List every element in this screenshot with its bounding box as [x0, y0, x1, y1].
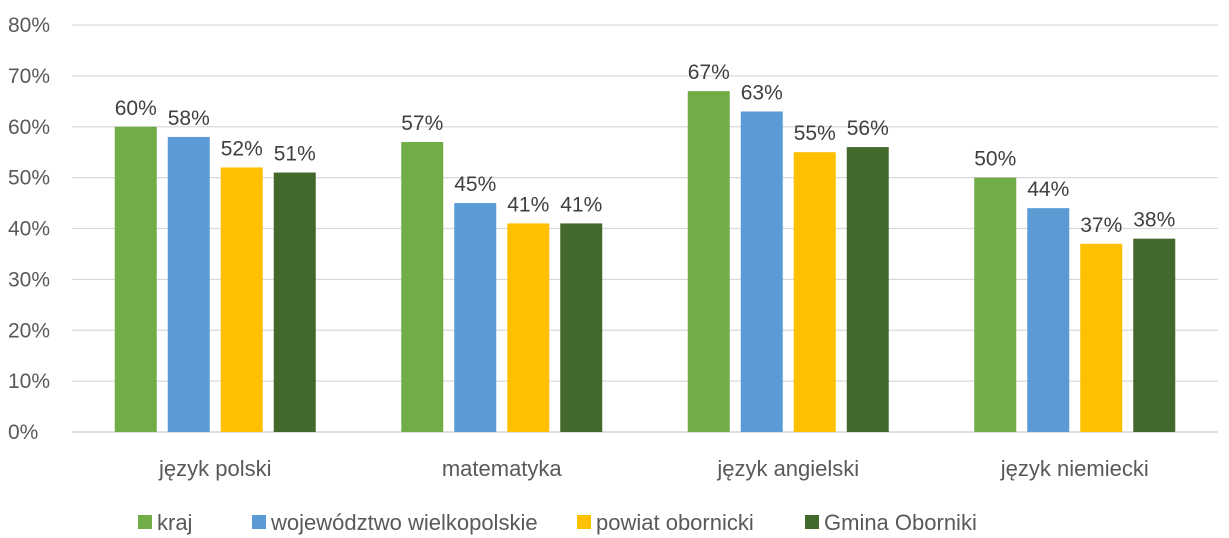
y-tick-label: 30% — [8, 268, 50, 291]
legend: kraj województwo wielkopolskie powiat obor… — [138, 510, 977, 535]
gridlines — [72, 24, 1218, 433]
bar — [846, 147, 889, 432]
data-label: 63% — [741, 81, 783, 104]
x-axis-categories: język polski matematyka język angielski jęz… — [158, 456, 1149, 481]
bar — [1133, 238, 1176, 432]
legend-item: województwo wielkopolskie — [252, 510, 538, 535]
bar — [273, 172, 316, 432]
y-axis-ticks: 0% 10% 20% 30% 40% 50% 60% 70% 80% — [8, 14, 50, 444]
bar — [401, 142, 444, 432]
legend-label: województwo wielkopolskie — [270, 510, 538, 535]
x-category-label: język polski — [158, 456, 271, 481]
data-label: 37% — [1080, 214, 1122, 237]
bar — [793, 152, 836, 432]
data-label: 67% — [688, 61, 730, 84]
data-label: 41% — [560, 193, 602, 216]
legend-label: Gmina Oborniki — [824, 510, 977, 535]
bar — [507, 223, 550, 432]
legend-label: kraj — [157, 510, 192, 535]
data-label: 57% — [401, 112, 443, 135]
legend-item: kraj — [138, 510, 192, 535]
data-label: 55% — [794, 122, 836, 145]
data-label: 58% — [168, 107, 210, 130]
legend-label: powiat obornicki — [596, 510, 754, 535]
bar — [114, 126, 157, 432]
x-category-label: matematyka — [442, 456, 563, 481]
bars — [114, 91, 1176, 433]
data-label: 45% — [454, 173, 496, 196]
data-label: 51% — [274, 143, 316, 166]
bar — [740, 111, 783, 433]
legend-swatch — [805, 515, 819, 529]
bar — [560, 223, 603, 432]
data-label: 60% — [115, 97, 157, 120]
data-label: 41% — [507, 193, 549, 216]
bar — [974, 177, 1017, 432]
legend-item: powiat obornicki — [577, 510, 754, 535]
bar — [454, 203, 497, 432]
y-tick-label: 50% — [8, 167, 50, 190]
y-tick-label: 60% — [8, 116, 50, 139]
y-tick-label: 70% — [8, 65, 50, 88]
data-label: 38% — [1133, 209, 1175, 232]
y-tick-label: 20% — [8, 319, 50, 342]
bar — [1080, 243, 1123, 432]
data-label: 44% — [1027, 178, 1069, 201]
bar — [1027, 208, 1070, 432]
legend-swatch — [138, 515, 152, 529]
bar — [167, 136, 210, 433]
bar — [687, 91, 730, 432]
y-tick-label: 40% — [8, 218, 50, 241]
bar — [220, 167, 263, 432]
data-label: 56% — [847, 117, 889, 140]
x-category-label: język niemiecki — [1000, 456, 1149, 481]
x-category-label: język angielski — [716, 456, 859, 481]
data-label: 52% — [221, 137, 263, 160]
y-tick-label: 10% — [8, 370, 50, 393]
legend-item: Gmina Oborniki — [805, 510, 977, 535]
legend-swatch — [252, 515, 266, 529]
data-labels: 60% 58% 52% 51% 57% 45% 41% 41% 67% 63% 55% 56% 50% 4… — [115, 61, 1176, 237]
data-label: 50% — [974, 148, 1016, 171]
y-tick-label: 80% — [8, 14, 50, 37]
legend-swatch — [577, 515, 591, 529]
y-tick-label: 0% — [8, 421, 38, 444]
